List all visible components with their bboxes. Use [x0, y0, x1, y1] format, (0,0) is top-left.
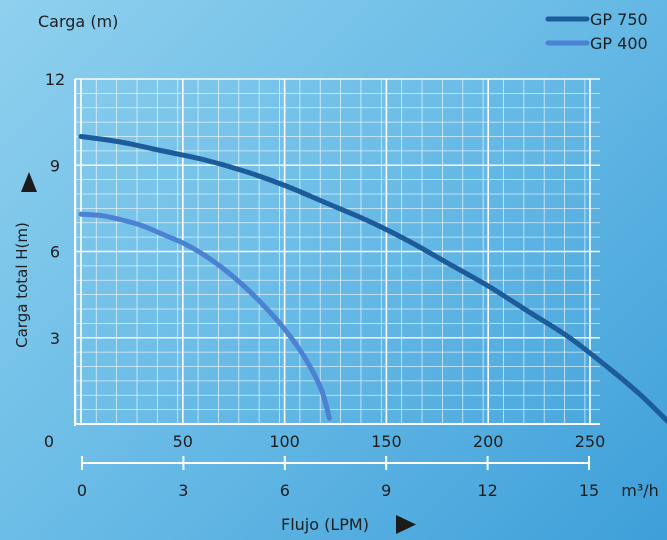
x2-tick-label: 0	[77, 481, 87, 500]
x-axis-title: Flujo (LPM)	[281, 515, 369, 534]
x-axis-arrow-icon	[396, 515, 416, 534]
x-tick-label: 200	[473, 432, 504, 451]
x2-tick-label: 15	[579, 481, 599, 500]
x2-tick-label: 3	[178, 481, 188, 500]
x-tick-label: 150	[371, 432, 402, 451]
x2-tick-label: 9	[381, 481, 391, 500]
series-line-gp-400	[78, 211, 332, 421]
y-axis-title: Carga total H(m)	[13, 222, 31, 348]
axes: 3 6 9 12 50 100 150 200 250 0 3 6 9 12 15	[45, 70, 605, 500]
top-label: Carga (m)	[38, 12, 118, 31]
x2-unit-label: m³/h	[621, 481, 659, 500]
series-lines	[78, 134, 667, 424]
series-line-gp-750	[78, 134, 667, 424]
y-tick-label: 12	[45, 70, 65, 89]
x2-tick-label: 12	[477, 481, 497, 500]
y-tick-label: 9	[50, 156, 60, 175]
x-tick-label: 50	[173, 432, 193, 451]
grid	[75, 78, 600, 425]
legend-label: GP 750	[590, 10, 648, 29]
legend-label: GP 400	[590, 34, 648, 53]
y-tick-label: 6	[50, 243, 60, 262]
y-tick-label: 3	[50, 329, 60, 348]
legend: GP 750 GP 400	[545, 10, 648, 53]
axis-labels: Carga (m) Carga total H(m) Flujo (LPM) m…	[13, 12, 659, 534]
x-origin-label: 0	[44, 432, 54, 451]
y-axis-arrow-icon	[21, 172, 37, 192]
x2-tick-label: 6	[280, 481, 290, 500]
x-tick-label: 100	[269, 432, 300, 451]
x-tick-label: 250	[575, 432, 606, 451]
